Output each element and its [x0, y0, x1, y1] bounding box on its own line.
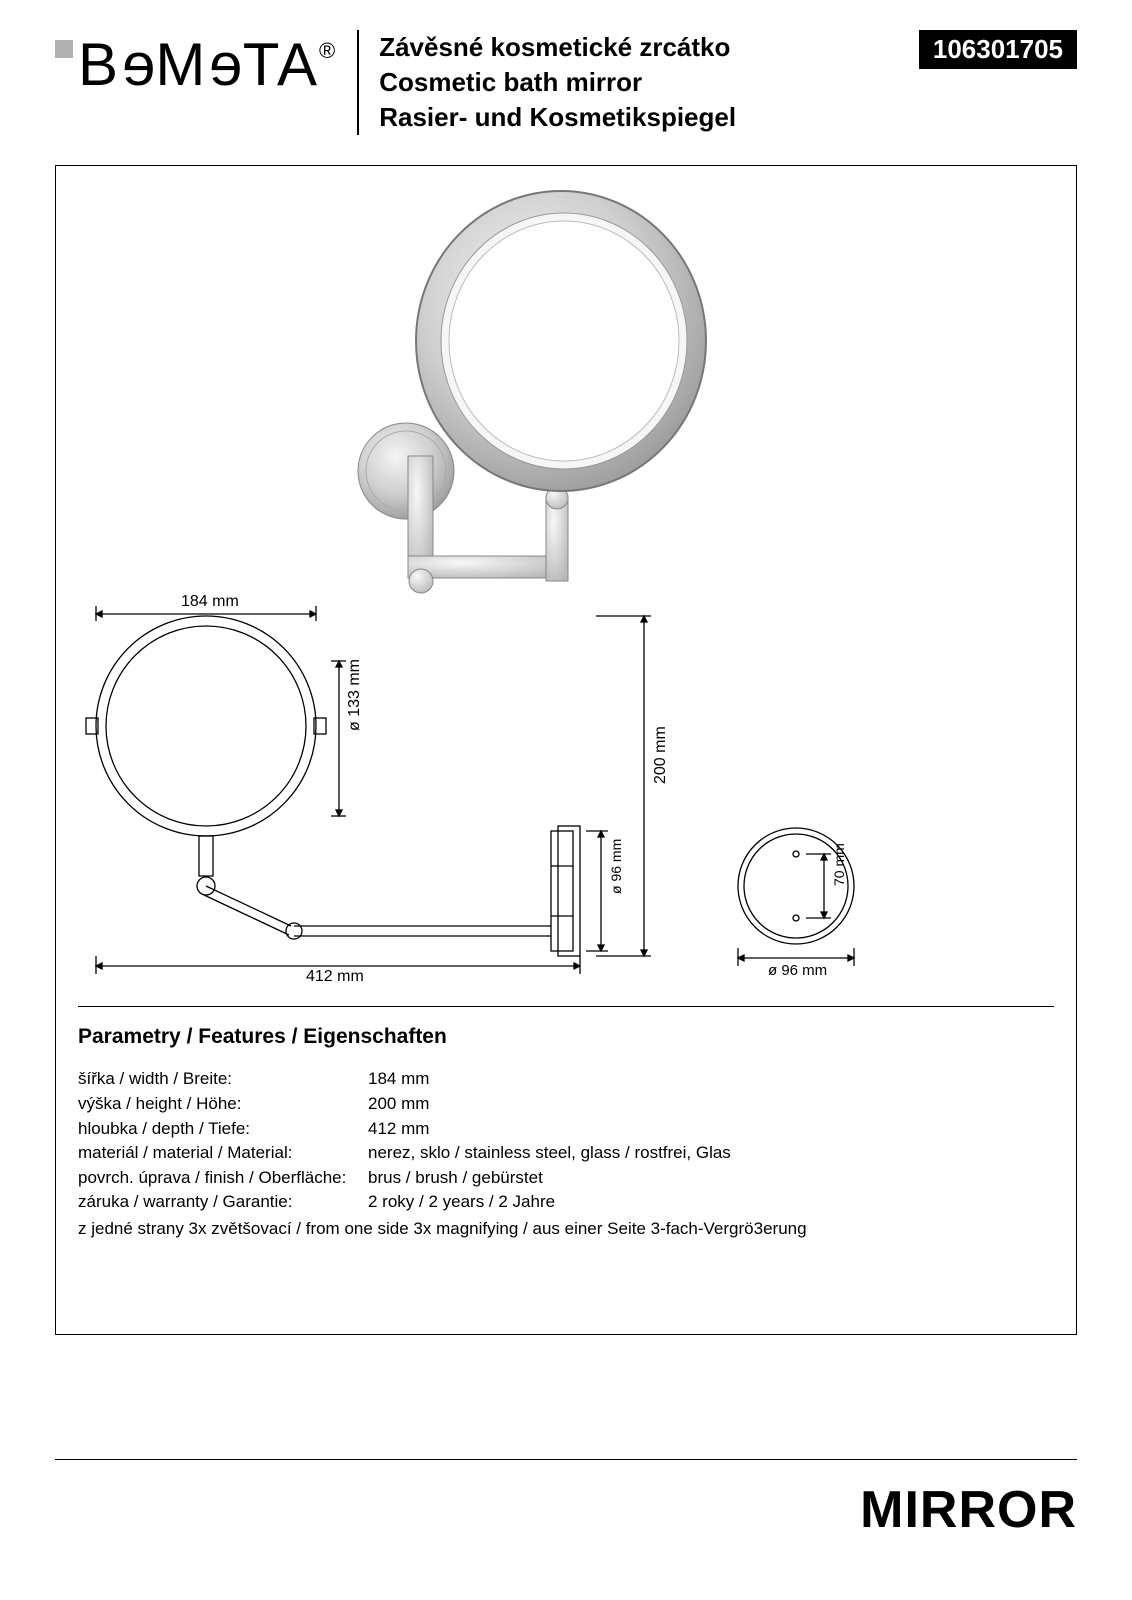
feature-row: hloubka / depth / Tiefe:412 mm	[78, 1117, 1054, 1142]
feature-row: povrch. úprava / finish / Oberfläche:bru…	[78, 1166, 1054, 1191]
features-section: Parametry / Features / Eigenschaften šíř…	[78, 1006, 1054, 1241]
feature-row: záruka / warranty / Garantie:2 roky / 2 …	[78, 1190, 1054, 1215]
features-heading: Parametry / Features / Eigenschaften	[78, 1025, 1054, 1049]
dim-screw-spacing: 70 mm	[831, 843, 847, 886]
dim-pivot-height: ø 133 mm	[346, 659, 364, 731]
registered-icon: ®	[319, 38, 337, 63]
title-de: Rasier- und Kosmetikspiegel	[379, 100, 909, 135]
product-code-badge: 106301705	[919, 30, 1077, 69]
technical-drawing	[56, 166, 1078, 1006]
header: BeMeTA® Závěsné kosmetické zrcátko Cosme…	[0, 0, 1132, 155]
feature-row: výška / height / Höhe:200 mm	[78, 1092, 1054, 1117]
product-titles: Závěsné kosmetické zrcátko Cosmetic bath…	[359, 30, 909, 135]
dim-total-depth: 412 mm	[306, 968, 364, 986]
feature-note: z jedné strany 3x zvětšovací / from one …	[78, 1217, 1054, 1242]
logo: BeMeTA®	[55, 30, 359, 135]
product-render	[358, 191, 706, 593]
category-label: MIRROR	[860, 1480, 1077, 1540]
logo-square-icon	[55, 40, 73, 58]
title-en: Cosmetic bath mirror	[379, 65, 909, 100]
footer-rule	[55, 1459, 1077, 1460]
logo-text: BeMeTA®	[78, 30, 337, 99]
feature-row: materiál / material / Material:nerez, sk…	[78, 1141, 1054, 1166]
feature-row: šířka / width / Breite:184 mm	[78, 1067, 1054, 1092]
dim-mirror-width: 184 mm	[181, 593, 239, 611]
features-table: šířka / width / Breite:184 mm výška / he…	[78, 1067, 1054, 1241]
dim-total-height: 200 mm	[652, 726, 670, 784]
front-view-drawing	[86, 606, 651, 974]
dim-base-dia-side: ø 96 mm	[608, 839, 624, 894]
dim-base-dia: ø 96 mm	[768, 962, 827, 979]
drawing-area: 184 mm ø 133 mm 412 mm 200 mm ø 96 mm 70…	[55, 165, 1077, 1335]
title-cz: Závěsné kosmetické zrcátko	[379, 30, 909, 65]
